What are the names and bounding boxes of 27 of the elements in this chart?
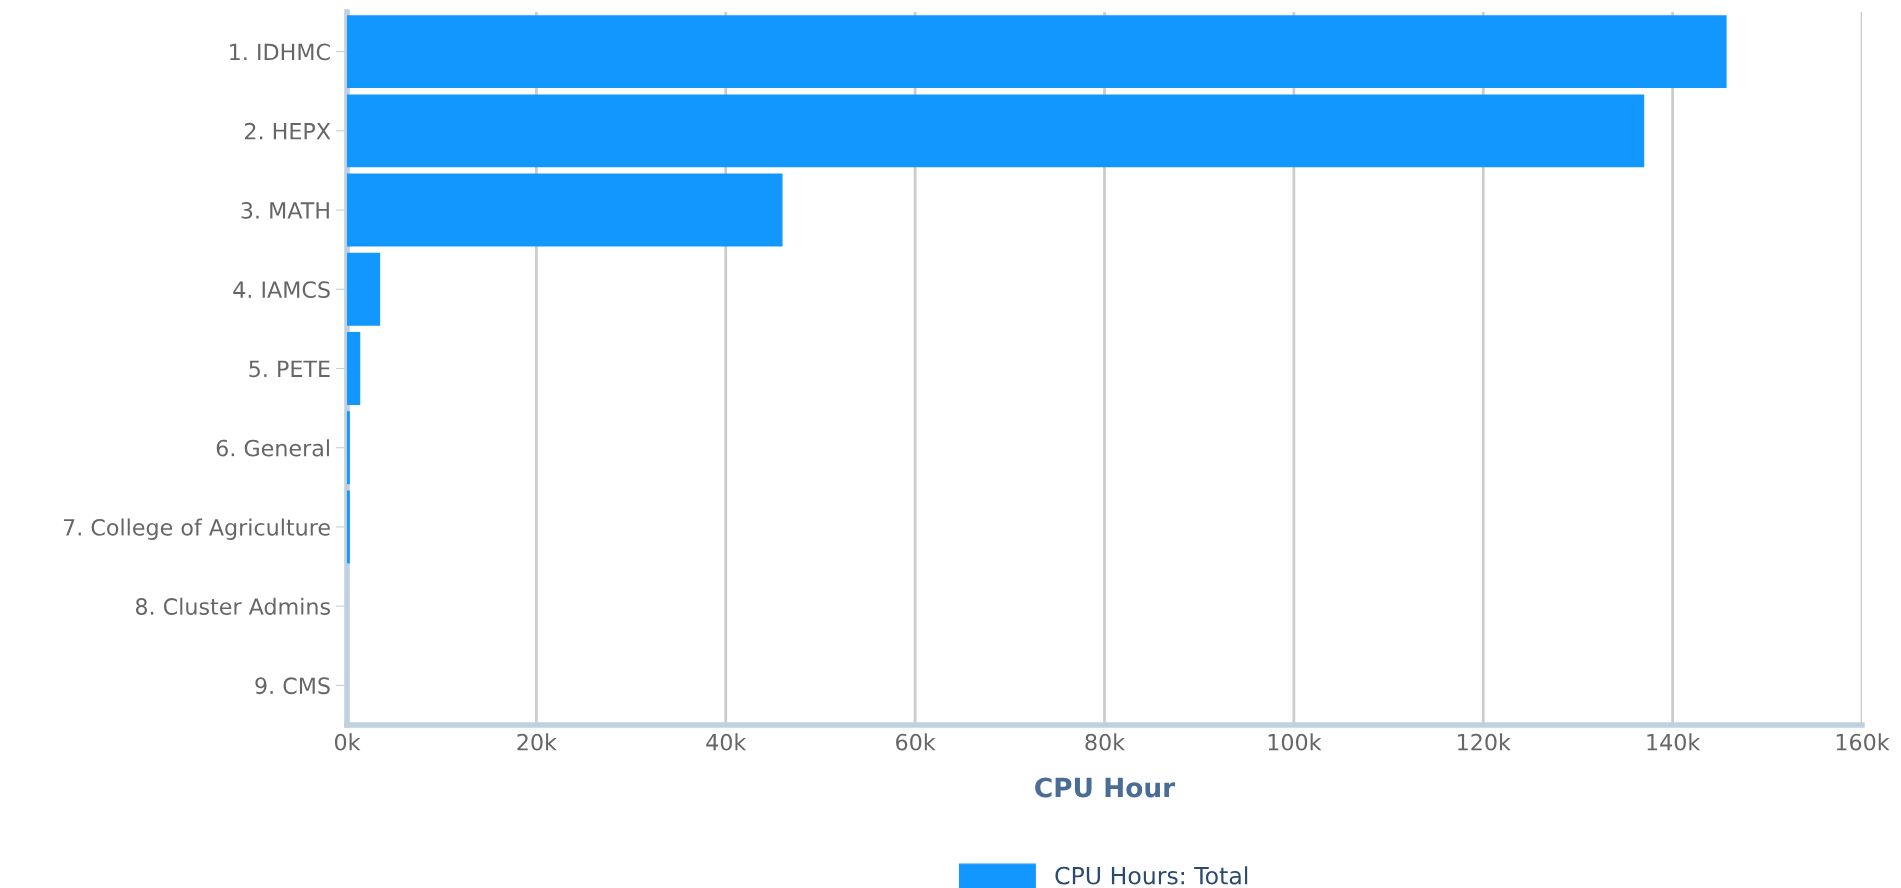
bar	[347, 94, 1645, 168]
x-tick-label: 0k	[334, 733, 361, 751]
y-tick-label: 9. CMS	[255, 677, 330, 695]
y-tick-label: 5. PETE	[249, 360, 330, 378]
x-tick-label: 60k	[896, 733, 936, 751]
bar	[347, 411, 350, 485]
x-tick-label: 120k	[1458, 733, 1511, 751]
bar	[347, 252, 381, 326]
x-tick-label: 20k	[517, 733, 557, 751]
x-axis-title: CPU Hour	[1035, 777, 1176, 798]
x-tick-label: 80k	[1085, 733, 1126, 751]
y-tick-label: 2. HEPX	[245, 122, 331, 140]
x-tick-label: 40k	[706, 733, 747, 751]
x-tick-label: 140k	[1647, 733, 1701, 751]
y-tick-label: 7. College of Agriculture	[63, 518, 330, 541]
y-tick-label: 1. IDHMC	[230, 43, 330, 61]
y-tick-label: 3. MATH	[241, 202, 329, 219]
bar	[347, 332, 361, 405]
legend-label: CPU Hours: Total	[1055, 866, 1248, 885]
bar	[347, 173, 783, 247]
y-tick-label: 6. General	[216, 439, 329, 457]
y-tick-label: 4. IAMCS	[233, 281, 330, 299]
y-tick-label: 8. Cluster Admins	[135, 597, 330, 615]
x-tick-label: 100k	[1268, 733, 1322, 751]
bar	[347, 15, 1727, 89]
bar	[347, 490, 350, 564]
x-tick-label: 160k	[1836, 733, 1890, 751]
